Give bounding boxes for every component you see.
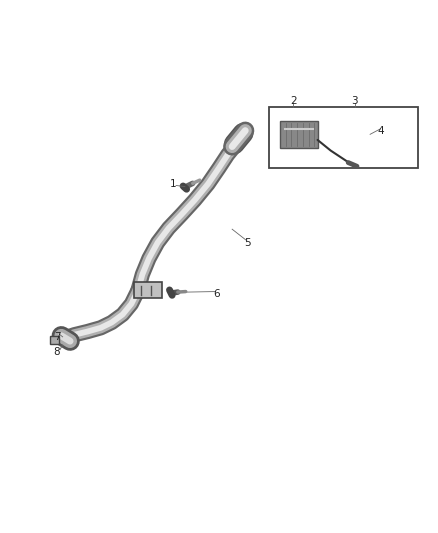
Text: 3: 3 (351, 96, 358, 106)
Polygon shape (50, 336, 59, 344)
Bar (269, 107, 418, 168)
Text: 5: 5 (244, 238, 251, 247)
Text: 2: 2 (290, 96, 297, 106)
Bar (280, 121, 318, 148)
Text: 4: 4 (378, 126, 385, 135)
Text: 8: 8 (53, 347, 60, 357)
Text: 1: 1 (170, 179, 177, 189)
Text: 7: 7 (53, 332, 60, 342)
Bar (134, 282, 162, 298)
Text: 6: 6 (213, 289, 220, 299)
